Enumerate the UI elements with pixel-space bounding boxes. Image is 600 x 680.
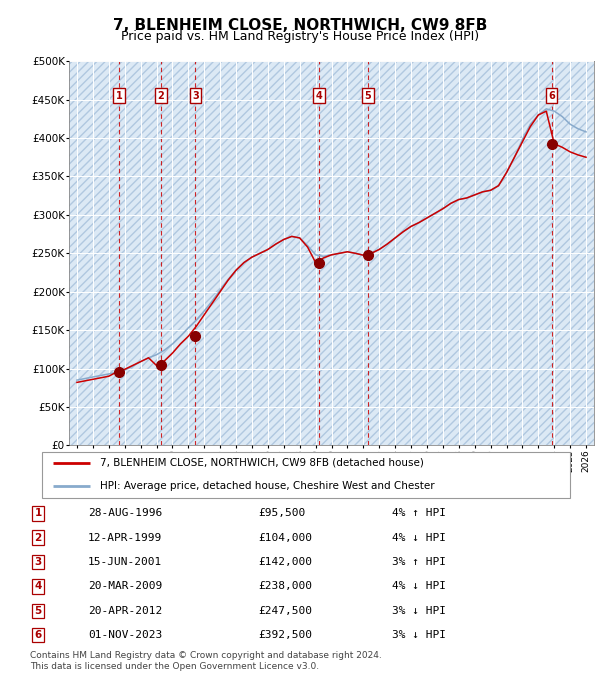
Text: 6: 6 [34, 630, 41, 640]
Text: 01-NOV-2023: 01-NOV-2023 [88, 630, 163, 640]
Text: £104,000: £104,000 [259, 532, 313, 543]
Text: 4: 4 [34, 581, 41, 592]
Text: £392,500: £392,500 [259, 630, 313, 640]
Text: £247,500: £247,500 [259, 606, 313, 616]
Text: 4% ↑ HPI: 4% ↑ HPI [392, 509, 446, 518]
Text: 7, BLENHEIM CLOSE, NORTHWICH, CW9 8FB (detached house): 7, BLENHEIM CLOSE, NORTHWICH, CW9 8FB (d… [100, 458, 424, 468]
FancyBboxPatch shape [42, 452, 570, 498]
Text: £95,500: £95,500 [259, 509, 305, 518]
Text: 4: 4 [316, 90, 322, 101]
Text: 1: 1 [34, 509, 41, 518]
Text: Contains HM Land Registry data © Crown copyright and database right 2024.
This d: Contains HM Land Registry data © Crown c… [30, 651, 382, 671]
Text: 3% ↑ HPI: 3% ↑ HPI [392, 557, 446, 567]
Text: 7, BLENHEIM CLOSE, NORTHWICH, CW9 8FB: 7, BLENHEIM CLOSE, NORTHWICH, CW9 8FB [113, 18, 487, 33]
Text: 3% ↓ HPI: 3% ↓ HPI [392, 606, 446, 616]
Text: 3% ↓ HPI: 3% ↓ HPI [392, 630, 446, 640]
Text: £142,000: £142,000 [259, 557, 313, 567]
Text: 5: 5 [34, 606, 41, 616]
Text: 4% ↓ HPI: 4% ↓ HPI [392, 532, 446, 543]
Text: 3: 3 [192, 90, 199, 101]
Text: 2: 2 [158, 90, 164, 101]
Text: 2: 2 [34, 532, 41, 543]
Text: 1: 1 [116, 90, 122, 101]
Text: 5: 5 [365, 90, 371, 101]
Text: 6: 6 [548, 90, 555, 101]
Text: HPI: Average price, detached house, Cheshire West and Chester: HPI: Average price, detached house, Ches… [100, 481, 435, 491]
Text: 12-APR-1999: 12-APR-1999 [88, 532, 163, 543]
Text: £238,000: £238,000 [259, 581, 313, 592]
Text: 28-AUG-1996: 28-AUG-1996 [88, 509, 163, 518]
Text: 20-MAR-2009: 20-MAR-2009 [88, 581, 163, 592]
Text: 3: 3 [34, 557, 41, 567]
Text: 20-APR-2012: 20-APR-2012 [88, 606, 163, 616]
Text: Price paid vs. HM Land Registry's House Price Index (HPI): Price paid vs. HM Land Registry's House … [121, 30, 479, 43]
Text: 4% ↓ HPI: 4% ↓ HPI [392, 581, 446, 592]
Text: 15-JUN-2001: 15-JUN-2001 [88, 557, 163, 567]
